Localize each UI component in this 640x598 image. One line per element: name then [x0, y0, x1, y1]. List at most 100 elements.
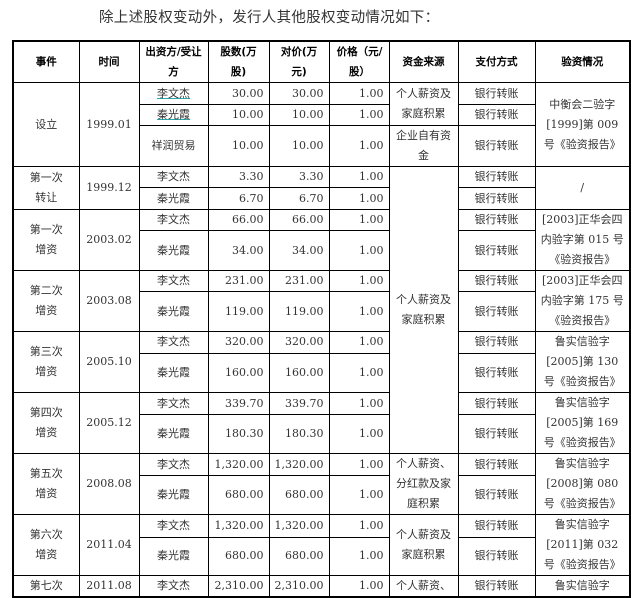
payment-cell: 银行转账 — [457, 269, 536, 293]
time-cell-text: 2008.08 — [86, 477, 132, 490]
shares-cell-text: 30.00 — [232, 86, 264, 100]
party-cell: 李文杰 — [138, 391, 209, 416]
verification-cell-text: 鲁实信验字[2005]第 130 号《验资报告》 — [543, 335, 621, 388]
event-cell: 设立 — [12, 82, 80, 167]
shares-cell: 680.00 — [207, 475, 270, 515]
price-cell-text: 1.00 — [359, 427, 384, 441]
shares-cell: 6.70 — [207, 187, 270, 210]
consideration-cell-text: 30.00 — [292, 86, 324, 100]
shares-cell: 160.00 — [207, 352, 270, 394]
shares-cell-text: 6.70 — [239, 191, 264, 205]
event-cell: 第六次增资 — [12, 514, 80, 576]
verification-cell-text: 鲁实信验字[2008]第 080 号《验资报告》 — [543, 457, 621, 510]
shares-cell-text: 66.00 — [232, 213, 264, 227]
event-cell-text: 第七次 — [29, 579, 63, 592]
table-row: 第一次增资 2003.02 李文杰 66.00 66.00 1.00 银行转账 [2003]正… — [12, 208, 631, 271]
payment-cell-text: 银行转账 — [474, 139, 519, 152]
price-cell-text: 1.00 — [359, 396, 384, 410]
price-cell: 1.00 — [328, 291, 390, 332]
consideration-cell-text: 180.30 — [285, 427, 324, 441]
header-event: 事件 — [12, 40, 80, 83]
funding-source-cell-text: 个人薪资及家庭积累 — [396, 87, 451, 120]
payment-cell: 银行转账 — [457, 104, 536, 126]
verification-cell-text: 中衡会二验字[1999]第 009 号《验资报告》 — [543, 97, 621, 151]
table-row: 秦光霞 160.00 160.00 1.00 银行转账 — [13, 352, 630, 394]
event-cell-text: 第三次增资 — [29, 345, 63, 378]
payment-cell-text: 银行转账 — [474, 243, 519, 257]
time-cell-text: 2005.10 — [86, 355, 132, 368]
event-cell-text: 第四次增资 — [29, 406, 63, 439]
price-cell-text: 1.00 — [359, 191, 384, 205]
price-cell: 1.00 — [328, 536, 390, 577]
payment-cell: 银行转账 — [457, 331, 536, 354]
price-cell-text: 1.00 — [359, 518, 384, 532]
table-row: 第四次增资 2005.12 李文杰 339.70 339.70 1.00 银行转账 鲁实信验字… — [12, 391, 631, 454]
shares-cell-text: 680.00 — [225, 488, 264, 502]
shares-cell: 34.00 — [207, 230, 270, 271]
consideration-cell: 320.00 — [268, 331, 330, 354]
payment-cell: 银行转账 — [457, 575, 536, 598]
payment-cell-text: 银行转账 — [474, 427, 519, 441]
consideration-cell-text: 680.00 — [285, 488, 324, 502]
payment-cell-text: 银行转账 — [474, 304, 519, 318]
price-cell-text: 1.00 — [359, 579, 384, 592]
payment-cell-text: 银行转账 — [474, 457, 519, 471]
table-row: 秦光霞 680.00 680.00 1.00 银行转账 — [13, 536, 630, 577]
verification-cell: [2003]正华会四内验字第 015 号《验资报告》 — [534, 209, 631, 271]
shares-cell: 30.00 — [207, 82, 270, 105]
shares-cell: 680.00 — [207, 536, 270, 577]
price-cell-text: 1.00 — [359, 457, 384, 471]
party-cell: 李文杰 — [138, 269, 209, 293]
header-shares: 股数(万股) — [207, 40, 270, 83]
payment-cell: 银行转账 — [457, 166, 536, 188]
verification-cell: 鲁实信验字[2005]第 169 号《验资报告》 — [534, 392, 631, 454]
party-cell-text: 李文杰 — [157, 579, 190, 592]
shares-cell: 2,310.00 — [207, 575, 270, 598]
shares-cell-text: 34.00 — [232, 243, 264, 257]
party-cell-text: 秦光霞 — [157, 191, 190, 205]
price-cell-text: 1.00 — [359, 335, 384, 349]
price-cell: 1.00 — [328, 452, 390, 477]
payment-cell-text: 银行转账 — [474, 213, 519, 227]
payment-cell: 银行转账 — [457, 125, 536, 167]
payment-cell: 银行转账 — [457, 208, 536, 232]
shares-cell: 339.70 — [207, 391, 270, 416]
consideration-cell-text: 1,320.00 — [274, 457, 324, 471]
intro-paragraph: 除上述股权变动外，发行人其他股权变动情况如下： — [99, 10, 440, 26]
payment-cell: 银行转账 — [457, 414, 536, 454]
price-cell: 1.00 — [328, 166, 390, 188]
table-row: 秦光霞 34.00 34.00 1.00 银行转账 — [13, 230, 630, 271]
time-cell: 1999.12 — [78, 166, 140, 210]
party-cell-text[interactable]: 李文杰 — [157, 86, 190, 100]
consideration-cell-text: 2,310.00 — [274, 579, 324, 592]
consideration-cell: 160.00 — [268, 352, 330, 394]
payment-cell: 银行转账 — [457, 514, 536, 538]
time-cell-text: 1999.12 — [86, 181, 132, 194]
header-time: 时间 — [78, 40, 140, 83]
event-cell-text: 设立 — [35, 117, 58, 131]
verification-cell-text: / — [580, 181, 585, 194]
verification-cell-text: [2003]正华会四内验字第 175 号《验资报告》 — [540, 274, 624, 327]
party-cell[interactable]: 秦光霞 — [138, 104, 209, 126]
consideration-cell: 1,320.00 — [268, 514, 330, 538]
consideration-cell: 10.00 — [268, 125, 330, 167]
price-cell-text: 1.00 — [359, 86, 384, 100]
consideration-cell-text: 66.00 — [292, 213, 324, 227]
consideration-cell: 180.30 — [268, 414, 330, 454]
shares-cell-text: 231.00 — [225, 274, 264, 288]
consideration-cell: 339.70 — [268, 391, 330, 416]
price-cell: 1.00 — [328, 514, 390, 538]
event-cell: 第二次增资 — [12, 270, 80, 332]
party-cell-text[interactable]: 秦光霞 — [157, 108, 190, 121]
price-cell: 1.00 — [328, 575, 390, 598]
payment-cell: 银行转账 — [457, 291, 536, 332]
price-cell-text: 1.00 — [359, 213, 384, 227]
header-payment: 支付方式 — [457, 40, 536, 83]
price-cell-text: 1.00 — [359, 549, 384, 563]
time-cell: 1999.01 — [78, 82, 140, 167]
party-cell[interactable]: 李文杰 — [138, 82, 209, 105]
party-cell-text: 秦光霞 — [157, 549, 190, 563]
payment-cell-text: 银行转账 — [474, 518, 519, 532]
party-cell: 李文杰 — [138, 514, 209, 538]
party-cell-text: 李文杰 — [157, 457, 190, 471]
